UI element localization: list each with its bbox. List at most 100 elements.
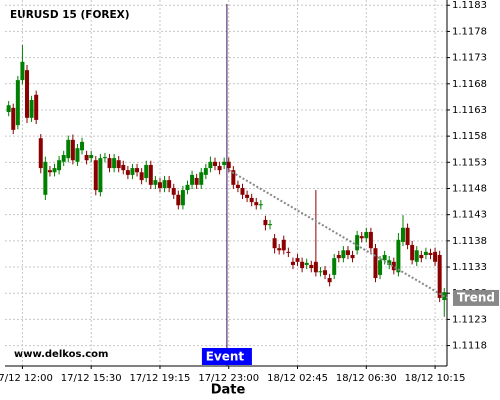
trend-label-box	[453, 289, 499, 306]
candle-body	[231, 170, 236, 185]
candle-body	[80, 141, 85, 151]
candle-body	[107, 158, 112, 169]
candle-body	[378, 260, 383, 275]
candle-body	[34, 94, 39, 120]
x-tick-label: 18/12 06:30	[336, 373, 397, 384]
trend-line	[228, 169, 448, 299]
event-label: Event	[206, 350, 245, 364]
candle-body	[391, 261, 396, 271]
y-tick-label: 1.1178	[452, 26, 487, 37]
candle-body	[318, 271, 323, 273]
candle-body	[423, 251, 428, 255]
y-tick-label: 1.1118	[452, 341, 487, 352]
candle-body	[414, 250, 419, 262]
candle-body	[263, 219, 268, 226]
candle-body	[437, 254, 442, 298]
candle-body	[290, 261, 295, 265]
x-tick-label: 17/12 19:15	[130, 373, 191, 384]
candle-body	[373, 248, 378, 279]
candle-body	[300, 261, 305, 269]
candle-body	[245, 194, 250, 198]
candle-body	[47, 170, 52, 173]
x-axis-label: Date	[211, 383, 246, 398]
candle-body	[167, 180, 172, 188]
candle-body	[176, 194, 181, 206]
candle-body	[336, 254, 341, 259]
candle-body	[98, 158, 103, 193]
candle-body	[11, 107, 16, 130]
candle-body	[345, 250, 350, 255]
candle-body	[102, 157, 107, 159]
candle-body	[130, 168, 135, 175]
x-tick-label: 18/12 10:15	[405, 373, 466, 384]
candle-body	[61, 154, 66, 162]
candle-body	[222, 161, 227, 165]
candle-body	[226, 161, 231, 169]
candle-body	[199, 172, 204, 185]
candle-body	[327, 278, 332, 283]
candle-body	[309, 264, 314, 269]
candle-body	[180, 190, 185, 206]
y-tick-label: 1.1143	[452, 210, 487, 221]
y-tick-label: 1.1133	[452, 262, 487, 273]
candle-body	[70, 139, 75, 161]
candle-body	[304, 262, 309, 265]
candle-body	[258, 204, 263, 206]
trend-label: Trend	[457, 290, 495, 304]
candle-body	[272, 238, 277, 249]
candle-body	[157, 182, 162, 188]
candle-body	[148, 164, 153, 185]
candle-body	[268, 224, 273, 226]
candle-body	[112, 158, 117, 169]
candle-body	[29, 100, 34, 118]
candle-body	[240, 187, 245, 195]
candle-body	[43, 161, 48, 195]
y-tick-label: 1.1123	[452, 314, 487, 325]
candle-body	[15, 80, 20, 126]
candle-body	[89, 154, 94, 159]
candle-body	[38, 138, 43, 169]
candle-body	[249, 197, 254, 203]
candle-body	[217, 165, 222, 171]
candle-body	[364, 231, 369, 239]
candle-body	[139, 172, 144, 181]
candle-body	[144, 164, 149, 179]
candle-body	[190, 174, 195, 185]
candle-body	[332, 258, 337, 275]
candle-body	[359, 236, 364, 239]
candle-body	[254, 202, 259, 206]
candle-body	[396, 239, 401, 273]
candle-body	[116, 160, 121, 169]
candle-body	[235, 184, 240, 188]
chart-title: EURUSD 15 (FOREX)	[10, 9, 130, 21]
y-tick-label: 1.1158	[452, 131, 487, 142]
candle-body	[387, 260, 392, 265]
candle-body	[350, 254, 355, 259]
candle-body	[52, 168, 57, 173]
event-label-box	[201, 348, 252, 365]
candle-body	[203, 168, 208, 175]
candle-body	[212, 161, 217, 166]
candle-body	[400, 227, 405, 242]
candle-body	[93, 160, 98, 191]
candle-body	[57, 160, 62, 171]
x-tick-label: 17/12 15:30	[61, 373, 122, 384]
candle-body	[295, 258, 300, 262]
y-tick-label: 1.1173	[452, 53, 487, 64]
candle-body	[286, 251, 291, 253]
y-tick-label: 1.1183	[452, 0, 487, 11]
candle-body	[84, 154, 89, 161]
y-tick-label: 1.1138	[452, 236, 487, 247]
candle-body	[323, 270, 328, 275]
candle-body	[162, 180, 167, 188]
candle-body	[66, 139, 71, 159]
candle-body	[410, 245, 415, 261]
candle-body	[121, 164, 126, 171]
candle-body	[368, 231, 373, 249]
x-tick-label: 17/12 23:00	[198, 373, 259, 384]
candle-body	[6, 105, 11, 113]
candle-body	[277, 248, 282, 251]
y-tick-label: 1.1168	[452, 79, 487, 90]
candle-body	[194, 178, 199, 185]
